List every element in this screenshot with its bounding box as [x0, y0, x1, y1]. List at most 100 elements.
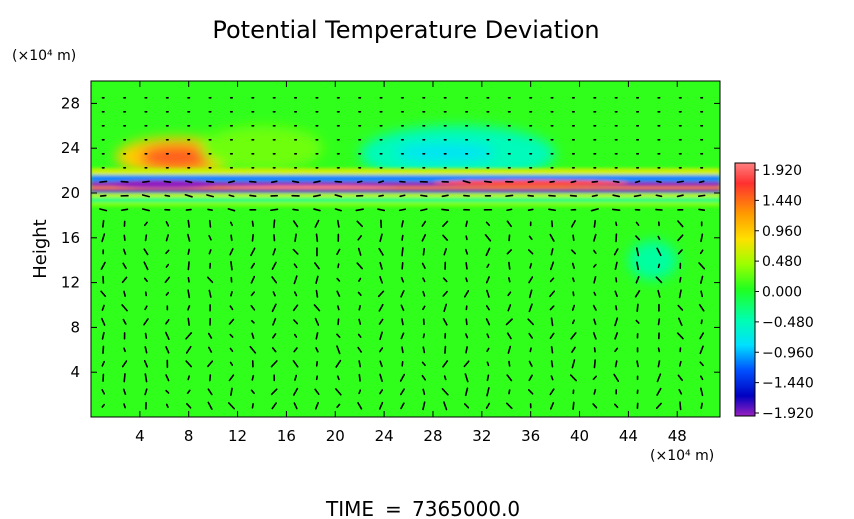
colorbar: 1.920 1.440 0.960 0.480 0.000 −0.480 −0.960 −1.… — [734, 162, 814, 422]
vector-arrow — [676, 332, 684, 340]
vector-arrow — [463, 360, 470, 368]
chart-title: Potential Temperature Deviation — [212, 16, 599, 44]
vector-arrow — [615, 277, 618, 283]
vector-arrow — [571, 319, 575, 325]
vector-arrow — [485, 318, 491, 326]
vector-arrow — [251, 374, 255, 381]
vector-arrow — [442, 234, 449, 241]
vector-arrow — [144, 332, 148, 339]
vector-arrow — [700, 233, 704, 243]
vector-arrow — [377, 290, 385, 298]
vector-arrow — [656, 373, 662, 383]
vector-arrow — [549, 332, 555, 339]
vector-arrow — [144, 346, 148, 354]
vector-arrow — [422, 305, 426, 311]
vector-arrow — [485, 221, 491, 227]
vector-arrow — [442, 360, 449, 368]
vector-arrow — [250, 247, 256, 257]
vector-arrow — [483, 180, 492, 184]
vector-arrow — [591, 180, 599, 183]
vector-arrow — [462, 180, 471, 184]
vector-arrow — [400, 332, 405, 340]
vector-arrow — [336, 219, 340, 228]
y-tick-label: 4 — [70, 363, 80, 381]
vector-arrow — [657, 360, 661, 368]
vector-arrow — [144, 373, 148, 383]
vector-arrow — [422, 248, 425, 256]
vector-arrow — [569, 374, 577, 382]
vector-arrow — [422, 346, 426, 354]
vector-arrow — [615, 305, 618, 311]
vector-arrow — [292, 208, 299, 211]
vector-arrow — [700, 290, 704, 298]
vector-arrow — [612, 180, 620, 184]
vector-arrow — [314, 262, 320, 270]
vector-arrow — [294, 374, 298, 381]
x-tick-label: 44 — [619, 427, 638, 445]
vector-arrow — [336, 375, 340, 381]
vector-arrow — [400, 276, 405, 283]
y-tick-label: 20 — [61, 184, 80, 202]
x-tick-label: 16 — [277, 427, 296, 445]
vector-arrow — [506, 249, 512, 255]
vector-arrow — [655, 194, 663, 198]
vector-arrow — [422, 401, 426, 411]
vector-arrow — [486, 263, 490, 268]
vector-arrow — [421, 361, 426, 367]
vector-arrow — [506, 332, 512, 340]
y-tick-label: 28 — [61, 94, 80, 112]
vector-arrow — [101, 389, 106, 395]
vector-arrow — [251, 220, 254, 227]
vector-arrow — [441, 208, 450, 211]
vector-arrow — [292, 220, 299, 228]
vector-arrow — [100, 317, 106, 326]
vector-arrow — [314, 401, 319, 410]
vector-arrow — [358, 318, 362, 325]
y-tick-label: 12 — [61, 274, 80, 292]
vector-arrow — [399, 194, 406, 198]
vector-arrow — [465, 346, 468, 354]
vector-arrow — [99, 208, 108, 212]
vector-arrow — [144, 291, 148, 297]
vector-arrow — [508, 261, 511, 270]
vector-arrow — [336, 403, 341, 408]
vector-arrow — [443, 375, 447, 381]
x-tick-label: 12 — [228, 427, 247, 445]
vector-arrow — [550, 248, 554, 256]
vector-arrow — [378, 194, 384, 197]
vector-arrow — [249, 345, 257, 354]
vector-arrow — [337, 305, 340, 311]
vector-arrow — [549, 305, 555, 311]
vector-arrow — [314, 317, 320, 326]
vector-arrow — [527, 318, 534, 326]
vector-arrow — [185, 360, 193, 368]
vector-arrow — [249, 194, 257, 197]
vector-arrow — [358, 360, 362, 368]
vector-arrow — [292, 248, 299, 255]
vector-arrow — [570, 332, 577, 340]
vector-arrow — [401, 234, 404, 241]
vector-arrow — [205, 180, 215, 183]
vector-arrow — [334, 388, 342, 396]
vector-arrow — [271, 347, 277, 353]
vector-arrow — [123, 373, 126, 383]
time-value: 7365000.0 — [412, 497, 520, 519]
vector-arrow — [379, 360, 383, 368]
vector-arrow — [400, 290, 405, 298]
vector-arrow — [657, 347, 661, 353]
x-tick-label: 32 — [472, 427, 491, 445]
vector-arrow — [486, 347, 490, 352]
vector-arrow — [551, 220, 554, 228]
vector-arrow — [441, 388, 449, 396]
vector-arrow — [506, 402, 513, 410]
vector-arrow — [549, 290, 556, 298]
vector-arrow — [314, 219, 320, 228]
vector-arrow — [315, 275, 319, 284]
vector-arrow — [677, 220, 684, 228]
vector-arrow — [486, 361, 490, 367]
vector-arrow — [611, 208, 621, 211]
vector-arrow — [507, 345, 512, 354]
vector-arrow — [443, 401, 448, 411]
vector-arrow — [186, 402, 192, 409]
